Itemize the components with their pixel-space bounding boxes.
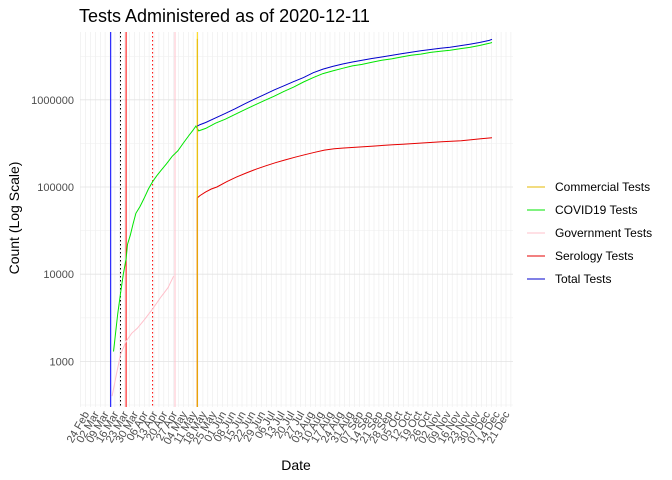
series-line-covid19-tests — [113, 42, 493, 352]
legend: Commercial Tests COVID19 Tests Government … — [527, 180, 652, 286]
y-tick-label: 1000000 — [31, 95, 74, 107]
chart-title: Tests Administered as of 2020-12-11 — [79, 6, 370, 26]
y-axis-ticks: 1000 10000 100000 1000000 — [31, 95, 74, 369]
legend-label: Government Tests — [555, 226, 652, 240]
y-tick-label: 100000 — [37, 182, 74, 194]
series-lines — [111, 38, 493, 407]
y-tick-label: 10000 — [43, 269, 74, 281]
grid — [80, 32, 513, 407]
x-axis-title: Date — [281, 457, 311, 473]
legend-label: Total Tests — [555, 272, 611, 286]
series-line-total-tests — [197, 38, 493, 127]
y-axis-title: Count (Log Scale) — [6, 162, 22, 275]
series-line-government-tests — [111, 275, 175, 397]
legend-label: Serology Tests — [555, 249, 634, 263]
legend-label: Commercial Tests — [555, 180, 650, 194]
series-line-serology-tests — [196, 137, 493, 407]
legend-label: COVID19 Tests — [555, 203, 637, 217]
y-tick-label: 1000 — [50, 356, 74, 368]
